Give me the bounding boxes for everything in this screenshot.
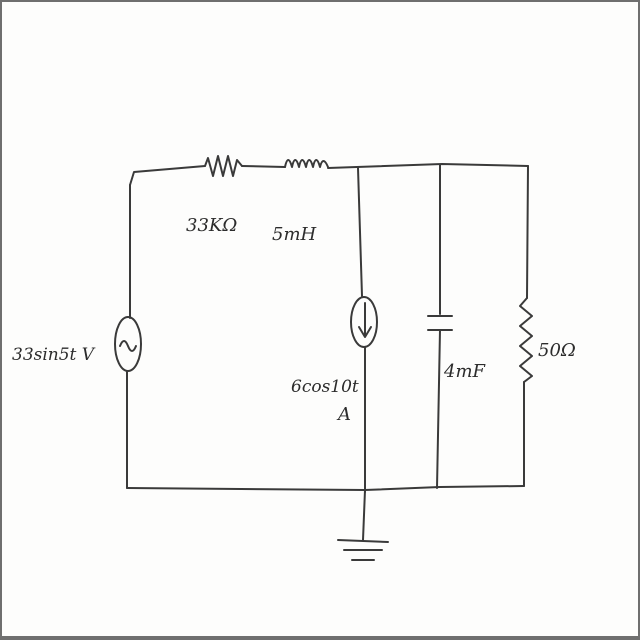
shunt-resistor bbox=[519, 297, 533, 383]
wire-top-left bbox=[129, 165, 206, 186]
voltage-source-label: 33sin5t V bbox=[12, 345, 96, 365]
shunt-resistor-label: 50Ω bbox=[538, 340, 576, 361]
wire-top-mid bbox=[241, 165, 286, 168]
wire-top-right bbox=[327, 163, 529, 169]
arrow-down-icon bbox=[358, 302, 372, 338]
ground-icon bbox=[337, 539, 389, 561]
wire-shunt-upper bbox=[526, 165, 529, 299]
sine-wave-icon bbox=[119, 340, 137, 352]
series-inductor-label: 5mH bbox=[272, 224, 317, 245]
series-resistor bbox=[204, 155, 243, 177]
wire-capacitor-lower bbox=[436, 329, 441, 489]
wire-bottom bbox=[126, 485, 525, 491]
current-source-label-line2: A bbox=[336, 404, 351, 425]
current-source-label-line1: 6cos10t bbox=[291, 377, 359, 397]
series-inductor bbox=[284, 159, 329, 168]
wire-current-upper bbox=[357, 167, 363, 297]
series-resistor-label: 33KΩ bbox=[186, 215, 237, 236]
capacitor-label: 4mF bbox=[443, 361, 487, 382]
wire-ground-stem bbox=[362, 489, 366, 541]
capacitor-plates bbox=[427, 315, 453, 331]
